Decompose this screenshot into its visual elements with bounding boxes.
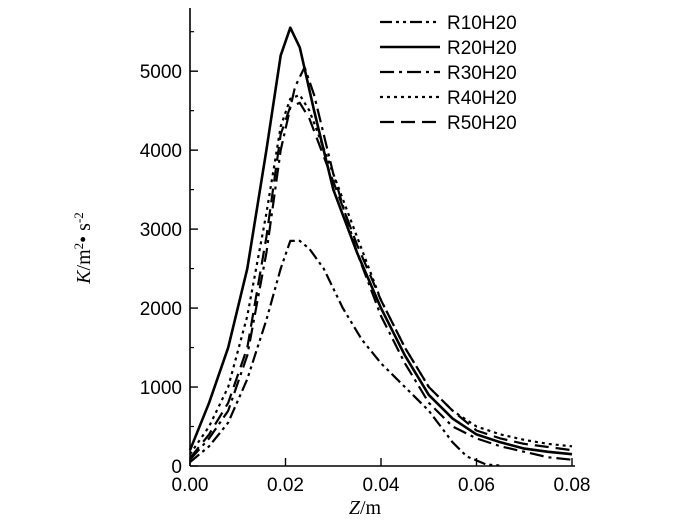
y-tick-label: 3000 (140, 220, 182, 241)
series-line-r30h20 (189, 66, 573, 461)
x-tick-label: 0.04 (363, 475, 400, 496)
y-tick-label: 2000 (140, 299, 182, 320)
y-tick-label: 1000 (140, 378, 182, 399)
ticks-layer: 0.00 0.02 0.04 0.06 0.08 0 1000 2000 3000 4000 500… (140, 31, 591, 496)
x-axis-label: Z/m (349, 497, 382, 519)
x-tick-label: 0.02 (267, 475, 304, 496)
legend-label: R10H20 (447, 13, 517, 34)
series-line-r40h20 (189, 93, 573, 455)
y-axis-label: K/m2• s-2 (71, 212, 95, 285)
legend-label: R30H20 (447, 63, 517, 84)
x-tick-label: 0.06 (458, 475, 495, 496)
series-layer (188, 26, 573, 467)
y-tick-label: 5000 (140, 62, 182, 83)
x-tick-label: 0.00 (172, 475, 209, 496)
axes-layer (189, 8, 575, 467)
legend: R10H20 R20H20 R30H20 R40H20 R50H20 (380, 13, 517, 134)
x-tick-label: 0.08 (554, 475, 591, 496)
series-line-r50h20 (189, 101, 573, 459)
legend-label: R40H20 (447, 88, 517, 109)
y-tick-label: 0 (171, 457, 182, 478)
series-line-r10h20 (189, 239, 501, 467)
legend-label: R50H20 (447, 113, 517, 134)
series-line-r20h20 (188, 26, 573, 456)
legend-label: R20H20 (447, 38, 517, 59)
y-tick-label: 4000 (140, 141, 182, 162)
